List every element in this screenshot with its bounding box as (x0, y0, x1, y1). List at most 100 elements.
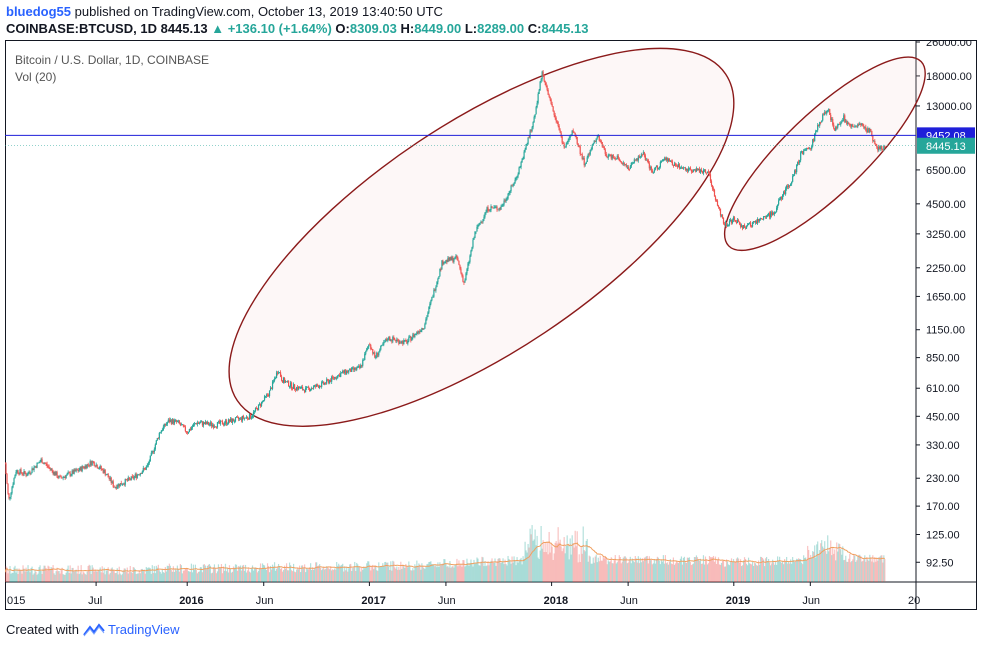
candle-body (262, 400, 265, 402)
volume-bar (219, 567, 222, 582)
candle-body (147, 463, 149, 466)
candle-body (104, 470, 106, 475)
candle-body (651, 170, 653, 173)
volume-bar (319, 564, 321, 582)
volume-bar (236, 570, 239, 582)
chart-frame[interactable]: Bitcoin / U.S. Dollar, 1D, COINBASE Vol (… (4, 37, 977, 610)
volume-bar (727, 564, 730, 582)
candle-body (178, 420, 180, 424)
volume-bar (859, 554, 861, 582)
candle-body (471, 247, 473, 251)
volume-bar (647, 563, 649, 582)
candle-body (308, 386, 310, 388)
candle-body (172, 419, 174, 424)
volume-bar (507, 555, 509, 582)
candle-body (354, 367, 356, 370)
volume-bar (54, 574, 56, 582)
volume-bar (284, 568, 287, 582)
volume-bar (561, 551, 563, 582)
candle-body (347, 370, 349, 373)
candle-body (409, 336, 411, 338)
candle-body (581, 154, 583, 159)
candle-body (659, 161, 661, 167)
volume-bar (249, 572, 252, 582)
candle-body (406, 341, 408, 344)
candle-body (296, 387, 298, 391)
candle-body (712, 188, 715, 190)
candle-body (357, 366, 359, 368)
candle-body (461, 272, 463, 276)
volume-bar (87, 565, 89, 582)
volume-bar (530, 534, 532, 582)
candle-body (220, 420, 223, 422)
candle-body (37, 462, 39, 464)
volume-bar (60, 570, 62, 582)
candle-body (675, 165, 678, 167)
candle-body (705, 172, 708, 174)
candle-body (216, 422, 219, 428)
candle-body (604, 149, 606, 154)
candle-body (8, 493, 10, 499)
volume-bar (444, 559, 446, 582)
candle-body (344, 369, 346, 373)
volume-bar (562, 548, 564, 582)
volume-bar (763, 566, 766, 582)
candle-body (353, 367, 355, 370)
candle-body (850, 125, 852, 127)
candle-body (287, 380, 290, 387)
candle-body (869, 128, 871, 133)
candle-body (579, 146, 581, 155)
volume-bar (194, 564, 196, 582)
volume-bar (869, 554, 871, 582)
candle-body (516, 176, 518, 178)
volume-bar (749, 563, 752, 582)
candle-body (435, 286, 437, 291)
candle-body (813, 139, 815, 142)
candle-body (830, 114, 832, 121)
volume-bar (234, 564, 237, 582)
volume-bar (817, 541, 819, 582)
candle-body (55, 472, 57, 476)
candle-body (559, 130, 561, 133)
volume-bar (439, 562, 441, 582)
volume-bar (680, 556, 683, 582)
candle-body (392, 337, 394, 342)
volume-bar (877, 560, 879, 582)
candle-body (267, 395, 270, 397)
candle-body (24, 470, 26, 474)
volume-bar (706, 564, 709, 582)
candle-body (646, 159, 648, 161)
volume-bar (279, 569, 282, 582)
candle-body (268, 390, 271, 397)
publisher-username[interactable]: bluedog55 (6, 4, 72, 19)
candle-body (655, 165, 657, 168)
candle-body (507, 193, 509, 199)
volume-bar (730, 558, 733, 582)
volume-bar (390, 561, 392, 582)
volume-bar (664, 555, 666, 582)
volume-bar (644, 557, 646, 582)
volume-bar (695, 555, 698, 582)
volume-bar (556, 543, 558, 582)
candle-body (793, 174, 795, 177)
candle-body (465, 273, 467, 281)
candle-body (627, 166, 629, 170)
volume-bar (437, 562, 439, 582)
candle-body (144, 468, 146, 470)
candle-body (674, 163, 677, 166)
candle-body (489, 210, 491, 211)
tradingview-brand-link[interactable]: TradingView (107, 622, 180, 637)
volume-bar (229, 568, 232, 582)
candle-body (449, 257, 451, 261)
volume-bar (251, 565, 254, 582)
candle-body (753, 221, 756, 223)
volume-bar (547, 554, 549, 582)
volume-bar (260, 569, 263, 582)
candle-body (360, 365, 362, 368)
volume-bar (130, 572, 132, 582)
volume-bar (57, 571, 59, 582)
candle-body (79, 467, 81, 471)
volume-bar (22, 565, 24, 582)
volume-bar (289, 565, 292, 582)
